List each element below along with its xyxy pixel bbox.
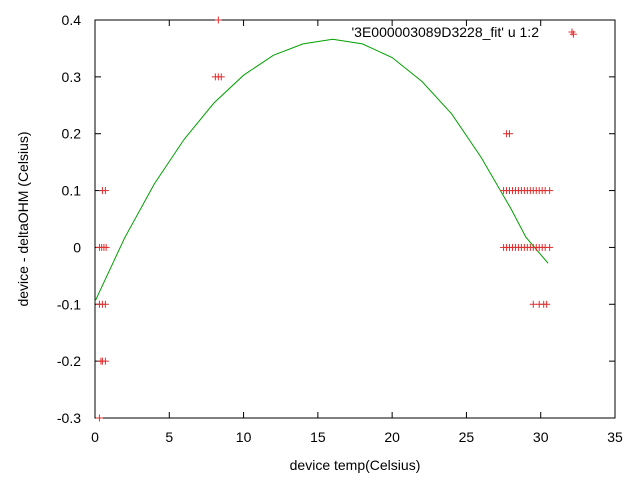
- y-tick-label: 0.1: [62, 183, 82, 199]
- y-tick-label: 0.4: [62, 12, 82, 28]
- data-point: [101, 187, 109, 195]
- y-tick-label: 0.3: [62, 69, 82, 85]
- legend-label: '3E000003089D3228_fit' u 1:2: [351, 24, 539, 40]
- y-tick-label: -0.3: [57, 410, 81, 426]
- tick-labels: 0 5 10 15 20 25 30 35 -0.3 -0.2 -0.1 0 0.1 0.2 0.3 0.4: [57, 12, 623, 445]
- x-tick-label: 25: [459, 429, 475, 445]
- fit-curve: [94, 38, 549, 302]
- y-tick-label: -0.2: [57, 353, 81, 369]
- legend-marker: [568, 28, 576, 36]
- legend-plus-marker: [568, 28, 576, 36]
- data-point: [102, 243, 110, 251]
- y-tick-label: 0.2: [62, 126, 82, 142]
- data-point: [529, 300, 537, 308]
- data-point: [217, 73, 225, 81]
- data-point: [546, 187, 554, 195]
- data-point: [95, 414, 103, 422]
- y-tick-label: 0: [73, 239, 81, 255]
- x-tick-label: 20: [384, 429, 400, 445]
- plot-frame: [94, 19, 616, 419]
- fit-curve-line: [94, 38, 549, 302]
- x-tick-label: 30: [533, 429, 549, 445]
- data-point: [214, 16, 222, 24]
- ticks: [94, 19, 616, 419]
- data-point: [543, 300, 551, 308]
- y-axis-label: device - deltaOHM (Celsius): [15, 131, 31, 306]
- x-tick-label: 35: [607, 429, 623, 445]
- scatter-points: [95, 16, 577, 422]
- x-tick-label: 0: [91, 429, 99, 445]
- y-tick-label: -0.1: [57, 296, 81, 312]
- x-tick-label: 10: [236, 429, 252, 445]
- x-axis-label: device temp(Celsius): [290, 457, 421, 473]
- x-tick-label: 5: [165, 429, 173, 445]
- x-tick-label: 15: [310, 429, 326, 445]
- data-point: [506, 130, 514, 138]
- data-point: [546, 243, 554, 251]
- data-point: [101, 300, 109, 308]
- data-point: [101, 357, 109, 365]
